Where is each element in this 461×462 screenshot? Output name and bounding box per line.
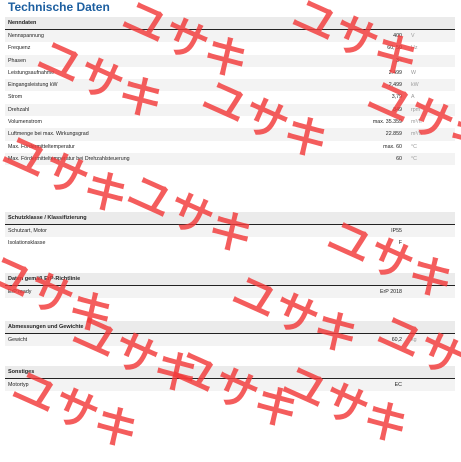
table-row: Schutzart, Motor IP55 [5,225,455,238]
section-nenndaten: Nenndaten Nennspannung 400 V Frequenz 60; 5… [5,17,455,166]
row-value: 2,499 [388,82,402,89]
row-label: Drehzahl [8,106,30,113]
watermark: ユサキ [274,355,417,456]
row-label: Max. Fördermitteltemperatur [8,143,75,150]
section-header: Daten gemäß ErP-Richtlinie [5,273,455,286]
section-abmessungen: Abmessungen und Gewichte Gewicht 60,2 kg [5,321,455,347]
row-value: EC [394,382,402,388]
row-unit: kg [411,337,417,343]
row-unit: W [411,69,416,76]
row-value: max. 60 [383,143,402,150]
row-unit: Hz [411,45,418,52]
row-unit: kW [411,82,419,89]
section-schutzklasse: Schutzklasse / Klassifizierung Schutzart… [5,212,455,250]
row-value: 60 [396,155,402,162]
page-title: Technische Daten [8,0,110,14]
row-label: Eingangsleistung kW [8,82,58,89]
row-label: Nennspannung [8,33,44,39]
table-row: Isolationsklasse F [5,237,455,250]
row-value: 3~ [395,57,402,64]
table-row: Nennspannung 400 V [5,30,455,43]
row-value: 60,2 [391,337,402,343]
spec-table: Nennspannung 400 V Frequenz 60; 50 Hz Phasen… [5,30,455,166]
row-unit: °C [411,155,417,162]
row-label: Frequenz [8,45,31,52]
section-header: Schutzklasse / Klassifizierung [5,212,455,225]
row-label: Luftmenge bei max. Wirkungsgrad [8,131,89,138]
table-row: Leistungsaufnahme 2.499 W [5,66,455,80]
row-value: 60; 50 [387,45,402,52]
row-value: F [398,240,402,247]
table-row: Strom 3,79 A [5,91,455,104]
watermark: ユサキ [224,265,367,366]
table-row: Eingangsleistung kW 2,499 kW [5,79,455,92]
row-label: Strom [8,94,23,101]
row-value: 849 [393,106,402,113]
row-label: ErP ready [8,289,32,295]
table-row: Drehzahl 849 rpm [5,103,455,117]
spec-table: ErP ready ErP 2018 [5,286,455,299]
table-row: Volumenstrom max. 35.359 m³/h [5,116,455,129]
table-row: Max. Fördermitteltemperatur bei Drehzahl… [5,152,455,166]
spec-table: Motortyp EC [5,379,455,392]
spec-table: Schutzart, Motor IP55 Isolationsklasse F [5,225,455,250]
row-value: 22.859 [385,131,402,138]
table-row: ErP ready ErP 2018 [5,286,455,299]
table-row: Max. Fördermitteltemperatur max. 60 °C [5,140,455,153]
row-unit: rpm [411,106,421,113]
table-row: Frequenz 60; 50 Hz [5,42,455,55]
row-value: 3,79 [391,94,402,101]
section-header: Abmessungen und Gewichte [5,321,455,334]
row-unit: m³/h [411,119,422,126]
row-value: 2.499 [388,69,402,76]
row-value: ErP 2018 [380,289,402,295]
row-value: IP55 [391,228,402,234]
section-sonstiges: Sonstiges Motortyp EC [5,366,455,392]
row-label: Max. Fördermitteltemperatur bei Drehzahl… [8,155,130,162]
row-label: Gewicht [8,337,28,343]
row-unit: m³/h [411,131,422,138]
row-unit: °C [411,143,417,150]
spec-table: Gewicht 60,2 kg [5,334,455,347]
row-unit: V [411,33,415,39]
table-row: Gewicht 60,2 kg [5,334,455,347]
row-value: max. 35.359 [372,119,402,126]
row-unit: A [411,94,415,101]
section-header: Sonstiges [5,366,455,379]
row-label: Leistungsaufnahme [8,69,55,76]
table-row: Motortyp EC [5,379,455,392]
section-header: Nenndaten [5,17,455,30]
row-label: Isolationsklasse [8,240,46,247]
table-row: Luftmenge bei max. Wirkungsgrad 22.859 m³/… [5,128,455,141]
row-label: Motortyp [8,382,29,388]
section-erp: Daten gemäß ErP-Richtlinie ErP ready ErP … [5,273,455,299]
row-label: Schutzart, Motor [8,228,47,234]
row-value: 400 [393,33,402,39]
row-label: Volumenstrom [8,119,42,126]
table-row: Phasen 3~ [5,54,455,67]
row-label: Phasen [8,57,26,64]
